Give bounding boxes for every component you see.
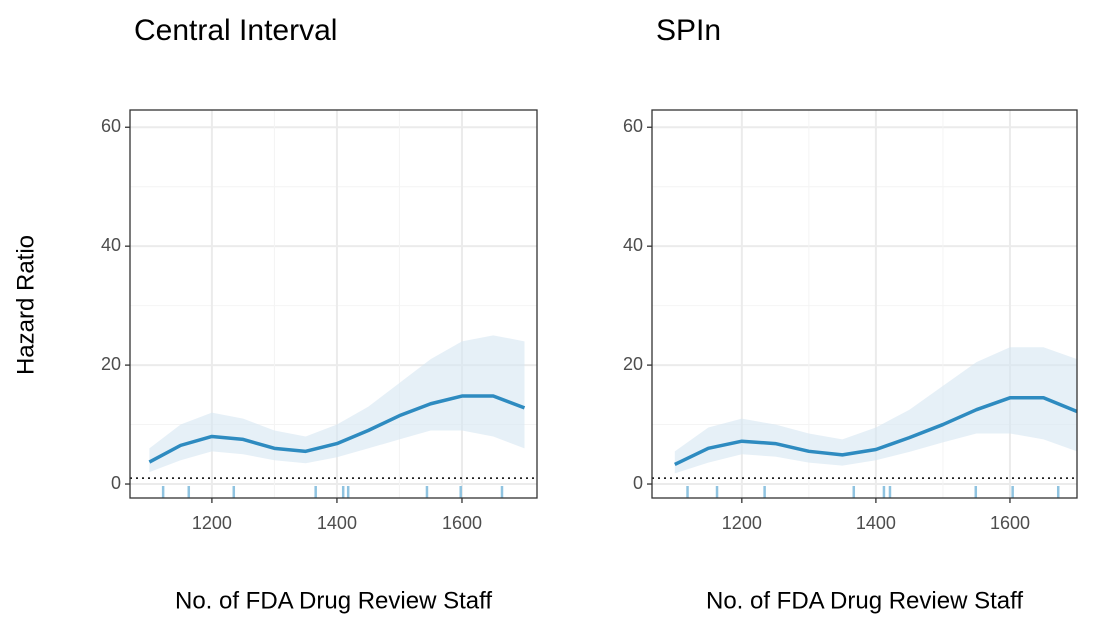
x-axis-label: No. of FDA Drug Review Staff (175, 587, 492, 614)
y-tick-label: 60 (623, 116, 643, 136)
series-line (148, 394, 526, 464)
panel-title: Central Interval (134, 14, 337, 47)
x-tick-label: 1400 (317, 513, 357, 533)
x-tick-label: 1600 (442, 513, 482, 533)
x-tick-label: 1600 (990, 513, 1030, 533)
y-tick-label: 0 (633, 473, 643, 493)
series-line (674, 396, 1078, 466)
y-tick-label: 40 (623, 235, 643, 255)
panel-title: SPIn (656, 14, 721, 47)
y-tick-label: 0 (111, 473, 121, 493)
y-tick-label: 20 (623, 354, 643, 374)
x-axis-label: No. of FDA Drug Review Staff (706, 587, 1023, 614)
uncertainty-band (674, 347, 1077, 474)
y-tick-label: 60 (101, 116, 121, 136)
x-tick-label: 1200 (192, 513, 232, 533)
x-tick-label: 1400 (856, 513, 896, 533)
y-tick-label: 20 (101, 354, 121, 374)
panel-border (129, 109, 538, 499)
y-tick-label: 40 (101, 235, 121, 255)
y-axis-label: Hazard Ratio (12, 235, 39, 375)
panel-border (651, 109, 1078, 499)
x-tick-label: 1200 (722, 513, 762, 533)
